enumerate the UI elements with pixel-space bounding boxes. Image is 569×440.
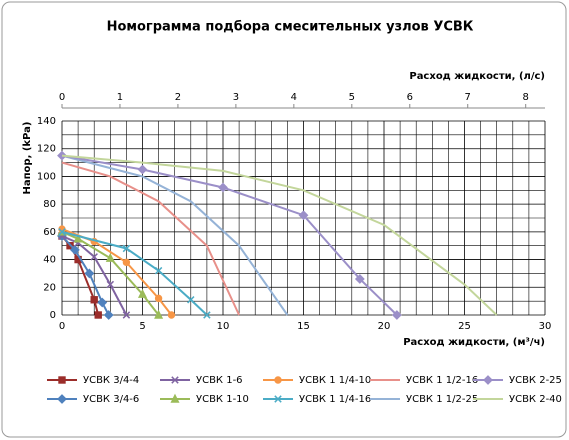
legend-marker bbox=[274, 376, 282, 384]
legend-label: УСВК 1 1/4-16 bbox=[299, 394, 371, 405]
data-point bbox=[203, 311, 211, 319]
legend-label: УСВК 3/4-4 bbox=[83, 375, 139, 386]
data-point bbox=[97, 297, 108, 308]
x-tick-label: 15 bbox=[297, 321, 310, 332]
x-tick-label: 0 bbox=[59, 321, 65, 332]
legend-marker bbox=[170, 393, 180, 403]
series-line bbox=[61, 154, 398, 316]
x-tick-label: 25 bbox=[458, 321, 471, 332]
y-tick-label: 60 bbox=[43, 227, 56, 238]
x-tick-label: 30 bbox=[539, 321, 552, 332]
data-point bbox=[94, 311, 102, 319]
y-tick-label: 120 bbox=[37, 144, 56, 155]
x-tick-label: 10 bbox=[217, 321, 230, 332]
data-point bbox=[90, 296, 98, 304]
x-tick-label: 20 bbox=[378, 321, 391, 332]
x2-tick-label: 2 bbox=[175, 92, 181, 103]
data-point bbox=[391, 310, 402, 320]
data-point bbox=[122, 244, 131, 253]
legend-label: УСВК 1 1/2-16 bbox=[406, 375, 478, 386]
data-point bbox=[137, 164, 148, 175]
x2-tick-label: 8 bbox=[523, 92, 529, 103]
legend-marker bbox=[483, 375, 493, 385]
x-tick-label: 5 bbox=[139, 321, 145, 332]
chart-title: Номограмма подбора смесительных узлов УС… bbox=[107, 20, 474, 35]
y-tick-label: 140 bbox=[37, 116, 56, 127]
legend-marker bbox=[274, 395, 282, 403]
data-point bbox=[154, 266, 163, 275]
data-point bbox=[84, 268, 95, 279]
data-point bbox=[106, 280, 115, 289]
y-tick-label: 40 bbox=[43, 255, 56, 266]
series-line bbox=[61, 154, 498, 316]
series-line bbox=[61, 161, 241, 316]
data-point bbox=[69, 244, 80, 255]
data-point bbox=[187, 296, 195, 304]
x2-tick-label: 5 bbox=[349, 92, 355, 103]
x-axis-title: Расход жидкости, (м³/ч) bbox=[403, 337, 545, 348]
x2-tick-label: 4 bbox=[291, 92, 297, 103]
legend-label: УСВК 1-6 bbox=[196, 375, 243, 386]
legend-label: УСВК 1-10 bbox=[196, 394, 249, 405]
legend-marker bbox=[171, 376, 179, 384]
x2-tick-label: 3 bbox=[233, 92, 239, 103]
y-tick-label: 100 bbox=[37, 171, 56, 182]
y-axis-title: Напор, (kPa) bbox=[22, 122, 33, 195]
legend-label: УСВК 1 1/2-25 bbox=[406, 394, 478, 405]
series-line bbox=[61, 154, 289, 316]
data-point bbox=[90, 253, 98, 261]
data-point bbox=[354, 274, 365, 284]
data-point bbox=[137, 288, 148, 298]
data-point bbox=[218, 182, 228, 193]
legend-label: УСВК 2-25 bbox=[509, 375, 562, 386]
legend-marker bbox=[58, 376, 66, 384]
data-point bbox=[58, 228, 66, 236]
y-tick-label: 80 bbox=[43, 199, 56, 210]
data-point bbox=[103, 310, 114, 320]
x2-axis-title: Расход жидкости, (л/с) bbox=[409, 71, 545, 82]
legend-label: УСВК 2-40 bbox=[509, 394, 562, 405]
data-point bbox=[298, 210, 309, 221]
data-point bbox=[73, 233, 83, 243]
x2-tick-label: 0 bbox=[59, 92, 65, 103]
legend-marker bbox=[57, 394, 67, 404]
y-tick-label: 0 bbox=[50, 310, 56, 321]
y-tick-label: 20 bbox=[43, 282, 56, 293]
x2-tick-label: 7 bbox=[465, 92, 471, 103]
data-point bbox=[122, 311, 131, 319]
data-point bbox=[154, 294, 163, 303]
data-point bbox=[154, 309, 164, 319]
x2-tick-label: 6 bbox=[407, 92, 413, 103]
data-point bbox=[105, 252, 115, 262]
x2-tick-label: 1 bbox=[117, 92, 123, 103]
legend-label: УСВК 3/4-6 bbox=[83, 394, 139, 405]
legend-label: УСВК 1 1/4-10 bbox=[299, 375, 371, 386]
data-point bbox=[167, 311, 176, 319]
data-point bbox=[122, 258, 131, 267]
